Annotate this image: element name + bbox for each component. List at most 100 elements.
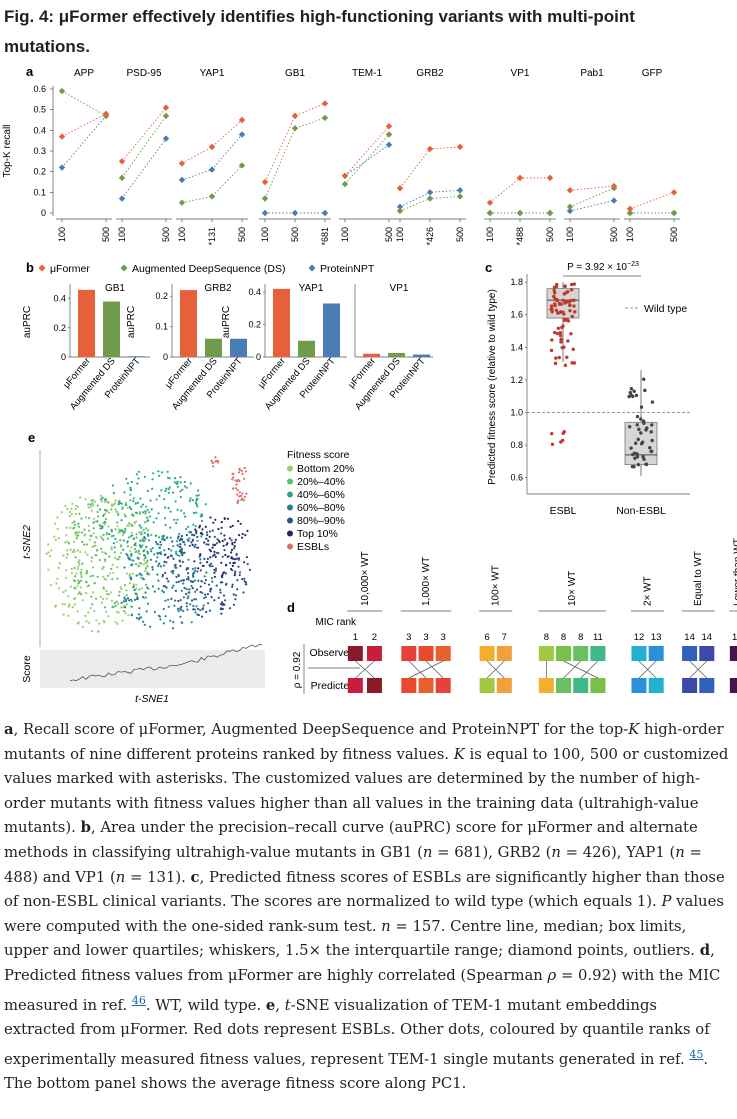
- panel-e-point-60-80: [129, 578, 133, 581]
- panel-e-point-80-90: [221, 555, 224, 558]
- panel-e-point-80-90: [177, 580, 181, 583]
- panel-e-point-60-80: [162, 534, 165, 538]
- panel-e-point-bottom20: [76, 568, 79, 571]
- panel-e-point-80-90: [209, 588, 212, 591]
- panel-e-point-40-60: [195, 494, 198, 497]
- panel-c-point-esbl: [563, 363, 568, 368]
- panel-a-point: [546, 174, 554, 182]
- panel-e-point-bottom20: [99, 494, 102, 497]
- panel-a-y-tick: 0: [41, 208, 46, 218]
- panel-a-point: [102, 110, 110, 117]
- panel-e-legend-label: Top 10%: [297, 528, 338, 540]
- panel-e-point-40-60: [139, 497, 142, 500]
- panel-b-bar: [323, 303, 340, 357]
- panel-e-point-top10: [204, 525, 207, 528]
- panel-c-point-esbl: [552, 288, 556, 293]
- panel-e-point-60-80: [162, 564, 166, 567]
- caption-italic: K: [453, 745, 465, 763]
- panel-e-point-20-40: [141, 537, 144, 540]
- panel-e-point-40-60: [200, 535, 203, 538]
- panel-e-point-top10: [209, 516, 212, 519]
- caption-text: = 488) and VP1 (: [4, 843, 702, 886]
- panel-e-point-top10: [234, 558, 237, 561]
- panel-d-predicted-cell: [401, 678, 417, 693]
- panel-d-predicted-cell: [347, 678, 363, 693]
- panel-b-y-tick: 0.4: [53, 294, 66, 304]
- panel-label-b: b: [26, 260, 34, 275]
- panel-e-point-60-80: [189, 603, 192, 606]
- panel-e-point-80-90: [167, 547, 170, 551]
- panel-e-point-80-90: [206, 593, 209, 596]
- panel-e-point-top10: [199, 532, 203, 535]
- panel-d-observed-cell: [682, 646, 698, 661]
- panel-e-point-bottom20: [117, 531, 120, 534]
- panel-e-point-bottom20: [68, 515, 71, 518]
- panel-c-point-esbl: [562, 318, 567, 322]
- panel-e-point-top10: [209, 550, 212, 553]
- panel-e-point-top10: [239, 522, 242, 525]
- legend-marker: [38, 264, 46, 272]
- panel-e-point-bottom20: [80, 568, 83, 571]
- panel-e-point-esbl: [234, 479, 237, 482]
- panel-c-point-non-esbl: [648, 446, 652, 450]
- panel-e-point-bottom20: [79, 586, 82, 589]
- panel-e-point-60-80: [195, 598, 198, 601]
- panel-e-point-bottom20: [87, 524, 90, 527]
- panel-e-point-top10: [243, 561, 246, 564]
- panel-e-point-20-40: [113, 601, 116, 605]
- panel-e-point-60-80: [190, 621, 193, 624]
- panel-e-point-20-40: [96, 504, 99, 507]
- panel-e-point-bottom20: [90, 509, 93, 512]
- panel-e-point-top10: [194, 528, 197, 531]
- panel-e-point-60-80: [120, 601, 123, 605]
- panel-e-point-20-40: [125, 594, 128, 597]
- panel-e-point-40-60: [151, 547, 154, 550]
- panel-e-point-top10: [228, 537, 231, 540]
- panel-e-point-bottom20: [74, 507, 77, 511]
- panel-e-point-20-40: [85, 543, 88, 546]
- panel-c-y-tick: 0.8: [510, 440, 523, 450]
- panel-e-point-bottom20: [84, 498, 87, 501]
- panel-e-point-80-90: [236, 588, 239, 591]
- panel-e-point-60-80: [176, 537, 180, 540]
- panel-e-point-bottom20: [135, 583, 138, 586]
- panel-a-point: [610, 182, 618, 190]
- panel-c-p-exponent: −23: [627, 261, 639, 268]
- panel-e-point-80-90: [191, 538, 194, 541]
- panel-e-point-40-60: [152, 472, 155, 475]
- panel-e-point-80-90: [165, 586, 168, 589]
- panel-e-point-20-40: [78, 591, 81, 594]
- panel-e-point-60-80: [192, 575, 195, 579]
- panel-e-point-bottom20: [66, 540, 69, 543]
- panel-c-point-non-esbl: [650, 438, 654, 443]
- panel-c-point-non-esbl: [635, 423, 639, 427]
- panel-c-y-tick: 1.0: [510, 408, 523, 418]
- panel-a-point: [238, 162, 246, 169]
- panel-e-point-80-90: [189, 531, 192, 534]
- panel-a-x-tick: 100: [395, 227, 405, 242]
- panel-e-point-60-80: [147, 534, 150, 537]
- caption-reference-link[interactable]: 45: [689, 1047, 704, 1061]
- panel-a-x-tick: *681: [320, 227, 330, 246]
- panel-e-point-bottom20: [130, 546, 133, 549]
- panel-e-point-bottom20: [131, 572, 134, 575]
- panel-e-point-40-60: [185, 527, 188, 531]
- panel-c-point-esbl: [569, 298, 573, 303]
- panel-e-point-bottom20: [64, 576, 68, 580]
- panel-e-point-40-60: [189, 482, 192, 485]
- panel-c-point-esbl: [550, 431, 554, 436]
- panel-e-point-80-90: [207, 602, 210, 605]
- panel-a-x-tick: 500: [384, 227, 394, 242]
- panel-e-point-40-60: [172, 491, 175, 494]
- panel-e-point-bottom20: [141, 587, 144, 590]
- panel-e-point-80-90: [231, 585, 234, 589]
- panel-e-legend-dot: [287, 478, 293, 485]
- panel-e-point-top10: [246, 529, 249, 533]
- panel-e-point-top10: [217, 527, 220, 531]
- panel-c-point-esbl: [549, 304, 554, 308]
- panel-c-point-esbl: [566, 289, 570, 294]
- caption-reference-link[interactable]: 46: [131, 993, 146, 1007]
- panel-e-point-80-90: [215, 584, 218, 587]
- panel-d-observed-cell: [418, 646, 434, 661]
- panel-e-point-top10: [244, 534, 247, 537]
